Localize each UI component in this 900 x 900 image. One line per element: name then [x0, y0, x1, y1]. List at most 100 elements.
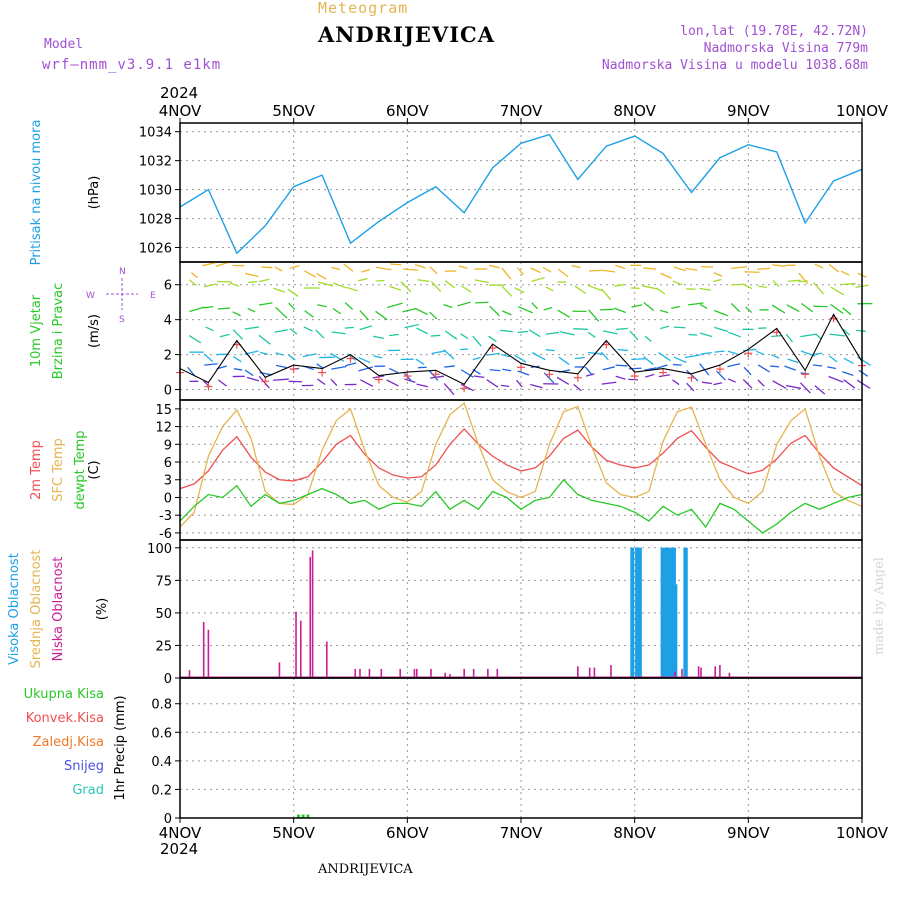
y-axis-unit: (m/s): [87, 314, 102, 348]
wind-arrow: [517, 306, 533, 314]
wind-arrow: [472, 356, 481, 361]
precip-legend-label: Snijeg: [64, 759, 104, 774]
wind-arrow: [730, 303, 741, 313]
wind-arrow: [404, 323, 419, 329]
x-tick-label-top: 8NOV: [613, 102, 656, 120]
wind-arrow: [560, 331, 575, 336]
wind-arrow: [331, 365, 347, 370]
wind-arrow: [331, 331, 346, 335]
wind-arrow: [673, 326, 686, 329]
wind-arrow: [585, 366, 593, 376]
wind-arrow: [331, 266, 341, 271]
wind-arrow: [205, 326, 214, 332]
wind-arrow: [202, 261, 217, 267]
wind-arrow: [429, 375, 444, 379]
y-tick-label: 0.4: [151, 755, 172, 770]
wind-arrow: [372, 335, 384, 339]
wind-arrow: [830, 286, 845, 296]
wind-arrow: [233, 368, 243, 371]
wind-arrow: [216, 280, 232, 283]
y-tick-label: 1034: [139, 126, 172, 141]
wind-arrow: [684, 354, 701, 359]
wind-arrow: [713, 272, 723, 277]
wind-arrow: [645, 373, 655, 378]
wind-arrow: [660, 325, 670, 330]
wind-arrow: [771, 354, 780, 359]
y-tick-label: 6: [164, 456, 172, 471]
wind-arrow: [388, 333, 399, 337]
panel-frame: [179, 399, 863, 541]
wind-arrow: [460, 333, 469, 340]
wind-arrow: [771, 304, 786, 314]
wind-arrow: [430, 334, 441, 337]
wind-arrow: [686, 369, 699, 382]
wind-arrow: [333, 282, 347, 289]
wind-arrow: [457, 301, 471, 307]
wind-arrow: [843, 357, 854, 364]
chart-subtitle: Meteogram: [318, 0, 409, 17]
wind-arrow: [217, 379, 227, 387]
side-label: SFC Temp: [51, 438, 66, 502]
panel-frame: [179, 539, 863, 679]
wind-arrow: [840, 270, 850, 276]
wind-arrow: [404, 378, 416, 384]
wind-arrow: [672, 363, 682, 366]
wind-arrow: [416, 383, 429, 388]
wind-arrow: [389, 285, 402, 291]
wind-arrow: [514, 287, 525, 294]
y-tick-label: 2: [164, 349, 172, 364]
wind-arrow: [785, 333, 794, 343]
wind-arrow: [332, 307, 341, 315]
wind-arrow: [188, 279, 198, 287]
wind-arrow: [304, 270, 317, 278]
wind-arrow: [203, 305, 214, 309]
wind-arrow: [444, 365, 455, 368]
wind-arrow: [500, 353, 510, 358]
wind-arrow: [829, 333, 845, 337]
wind-arrow: [716, 370, 726, 381]
wind-arrow: [414, 307, 428, 316]
wind-arrow: [247, 307, 256, 313]
wind-arrow: [429, 370, 439, 381]
wind-arrow: [787, 358, 799, 364]
wind-speed-line: [179, 313, 863, 385]
x-tick-label-bottom: 7NOV: [500, 824, 543, 842]
wind-arrow: [545, 331, 560, 335]
wind-arrow: [573, 383, 582, 392]
wind-arrow: [289, 327, 298, 335]
wind-arrow: [687, 302, 704, 306]
wind-arrow: [358, 356, 371, 364]
precip-legend-label: Ukupna Kisa: [24, 687, 104, 702]
wind-arrow: [745, 306, 753, 313]
wind-arrow: [841, 282, 856, 286]
wind-arrow: [288, 354, 296, 361]
x-tick-label-bottom: 5NOV: [272, 824, 315, 842]
wind-arrow: [244, 369, 254, 377]
wind-arrow: [727, 363, 741, 368]
y-axis-unit: (C): [87, 460, 102, 479]
y-tick-label: 0.2: [151, 783, 172, 798]
wind-arrow: [330, 352, 345, 362]
wind-arrow: [344, 326, 354, 329]
wind-arrow: [757, 379, 765, 387]
wind-arrow: [489, 305, 500, 317]
wind-legend-s: S: [119, 315, 125, 325]
wind-arrow: [403, 268, 419, 271]
wind-arrow: [460, 369, 474, 378]
y-tick-label: 25: [155, 639, 172, 654]
wind-arrow: [798, 272, 809, 285]
y-tick-label: 0.8: [151, 698, 172, 713]
wind-arrow: [615, 364, 628, 367]
wind-arrow: [856, 329, 866, 332]
wind-arrow: [842, 307, 852, 316]
wind-arrow: [588, 309, 600, 322]
station-altitude: Nadmorska Visina 779m: [703, 41, 868, 56]
wind-arrow: [617, 348, 629, 352]
wind-arrow: [275, 306, 288, 319]
y-tick-label: 50: [155, 607, 172, 622]
temp-line-2m: [179, 427, 863, 490]
wind-arrow: [601, 381, 617, 385]
wind-arrow: [416, 327, 429, 335]
wind-arrow: [517, 330, 529, 334]
wind-arrow: [557, 268, 569, 278]
